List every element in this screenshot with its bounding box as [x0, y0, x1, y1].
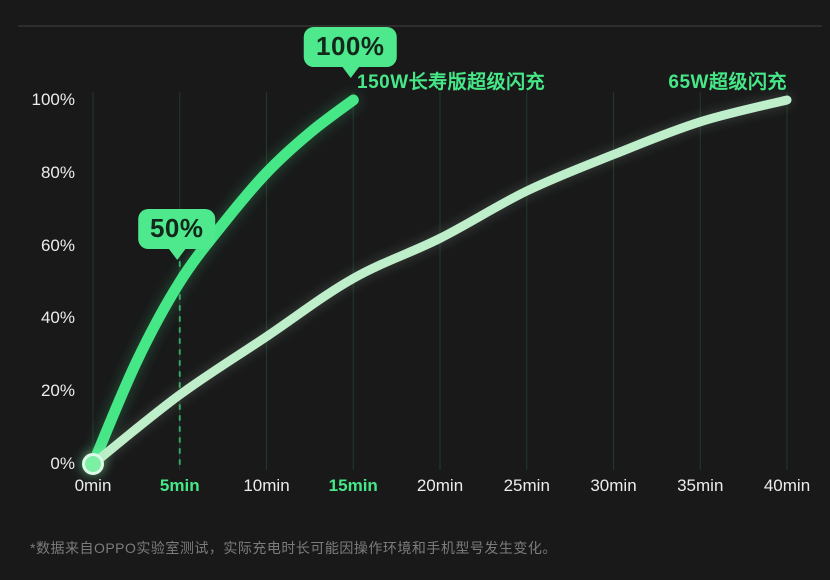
line-65w	[88, 95, 792, 469]
x-tick-label-25min: 25min	[503, 476, 550, 495]
x-tick-label-20min: 20min	[416, 476, 464, 495]
x-tick-label-15min: 15min	[328, 476, 378, 495]
y-tick-label-60pct: 60%	[40, 235, 75, 255]
callout-50pct-pointer-icon	[167, 248, 186, 260]
x-tick-label-0min: 0min	[74, 476, 112, 495]
y-tick-label-0pct: 0%	[50, 454, 75, 473]
series-label-65w: 65W超级闪充	[668, 72, 787, 93]
x-tick-label-30min: 30min	[590, 476, 637, 495]
callout-50pct-bubble: 50%	[137, 209, 216, 249]
callout-100pct-pointer-icon	[341, 66, 360, 78]
x-tick-label-35min: 35min	[677, 476, 724, 495]
callout-100pct: 100%	[304, 27, 397, 78]
start-dot	[82, 453, 104, 475]
x-tick-label-40min: 40min	[763, 476, 811, 495]
y-tick-label-80pct: 80%	[40, 162, 75, 182]
gridlines	[92, 92, 788, 470]
x-tick-label-10min: 10min	[243, 476, 290, 495]
callout-100pct-bubble: 100%	[304, 27, 397, 67]
y-tick-label-100pct: 100%	[31, 90, 75, 109]
y-tick-label-40pct: 40%	[40, 308, 75, 328]
line-150w	[87, 94, 359, 470]
x-tick-label-5min: 5min	[159, 476, 200, 495]
footnote: *数据来自OPPO实验室测试，实际充电时长可能因操作环境和手机型号发生变化。	[30, 540, 557, 556]
y-tick-label-20pct: 20%	[40, 381, 75, 401]
callout-50pct: 50%	[137, 209, 216, 260]
top-divider	[18, 25, 822, 27]
series-label-150w: 150W长寿版超级闪充	[357, 72, 546, 93]
